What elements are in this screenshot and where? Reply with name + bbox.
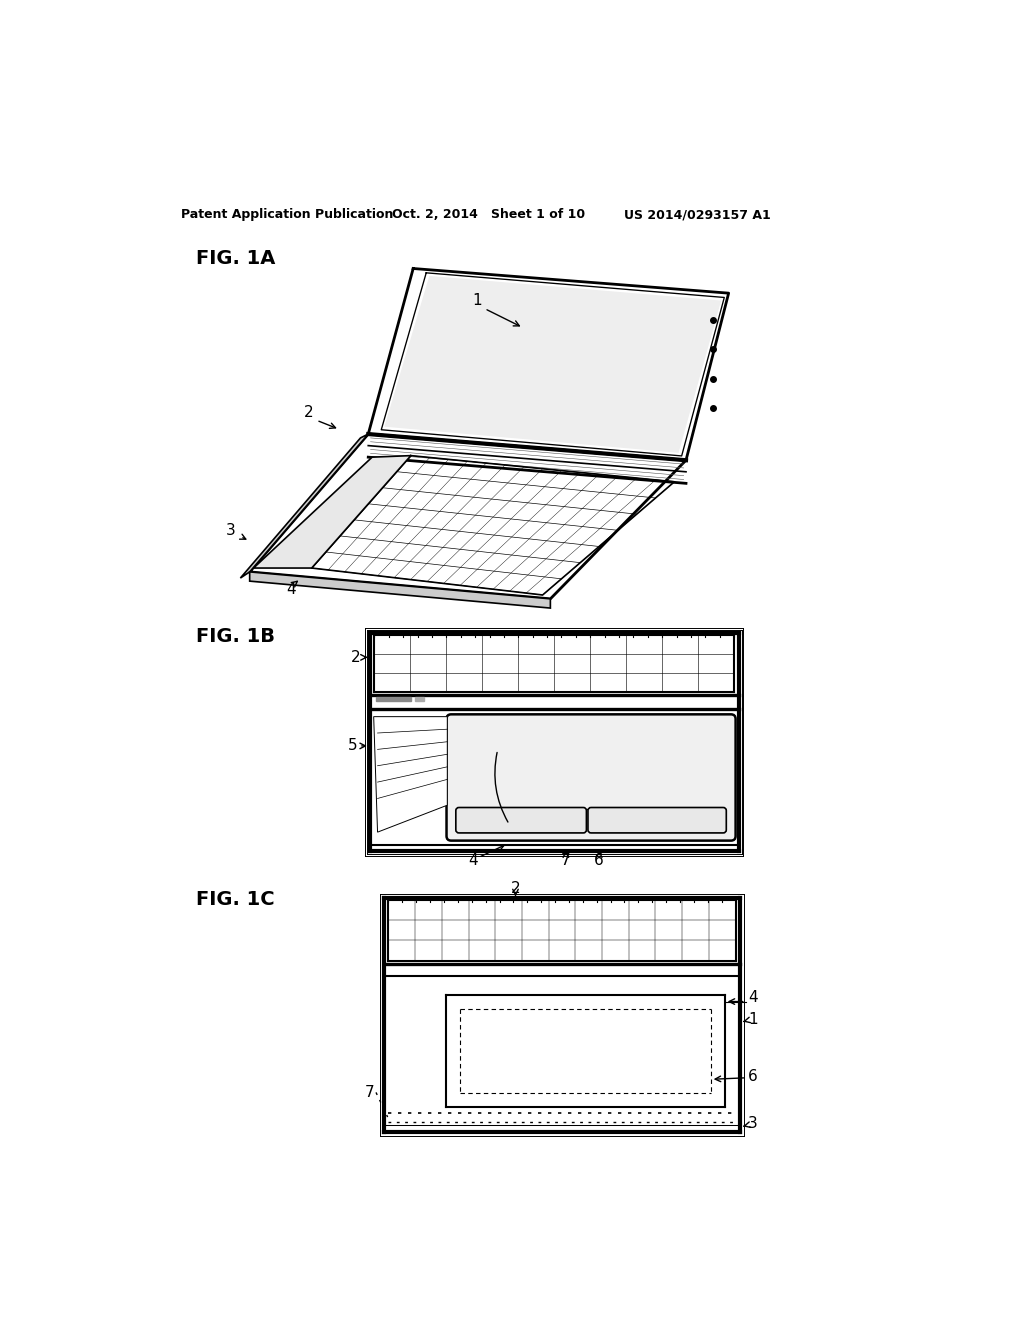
Text: FIG. 1C: FIG. 1C xyxy=(197,890,274,909)
Text: 7: 7 xyxy=(561,853,570,869)
Text: FIG. 1B: FIG. 1B xyxy=(197,627,275,645)
Bar xyxy=(376,697,411,701)
Text: US 2014/0293157 A1: US 2014/0293157 A1 xyxy=(624,209,771,222)
Text: FIG. 1A: FIG. 1A xyxy=(197,249,275,268)
Text: Oct. 2, 2014   Sheet 1 of 10: Oct. 2, 2014 Sheet 1 of 10 xyxy=(391,209,585,222)
Polygon shape xyxy=(241,434,369,578)
Text: 6: 6 xyxy=(594,853,604,869)
FancyBboxPatch shape xyxy=(446,714,735,841)
Text: Patent Application Publication: Patent Application Publication xyxy=(180,209,393,222)
FancyBboxPatch shape xyxy=(588,808,726,833)
Polygon shape xyxy=(250,572,550,609)
Text: 2: 2 xyxy=(351,649,360,665)
Text: 2: 2 xyxy=(304,405,313,420)
Text: 4: 4 xyxy=(748,990,758,1006)
FancyBboxPatch shape xyxy=(456,808,587,833)
Text: 4: 4 xyxy=(286,582,296,597)
Text: 6: 6 xyxy=(748,1069,758,1084)
Text: 4: 4 xyxy=(468,853,477,869)
Text: 3: 3 xyxy=(226,523,236,537)
Text: 1: 1 xyxy=(748,1011,758,1027)
Text: 5: 5 xyxy=(348,738,357,754)
Text: 2: 2 xyxy=(511,880,520,896)
Polygon shape xyxy=(384,276,721,453)
Text: 7: 7 xyxy=(365,1085,375,1100)
Text: 3: 3 xyxy=(748,1117,758,1131)
Polygon shape xyxy=(374,717,447,832)
Polygon shape xyxy=(254,455,411,568)
Text: 1: 1 xyxy=(472,293,481,309)
Bar xyxy=(415,697,424,701)
